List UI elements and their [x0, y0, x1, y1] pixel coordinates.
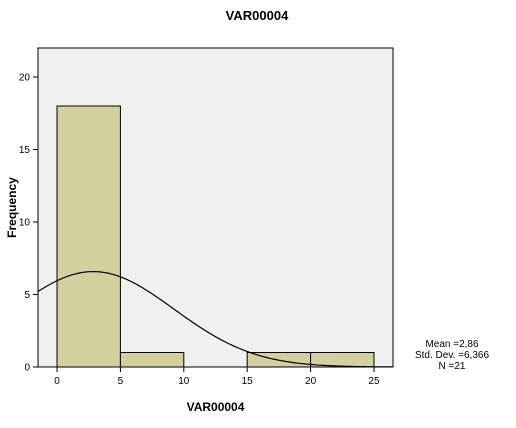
- histogram-bar-20-25: [310, 352, 375, 368]
- normal-curve: [37, 270, 393, 368]
- x-tick-label-25: 25: [368, 376, 380, 387]
- x-axis: 0 5 10 15 20 25: [54, 367, 380, 387]
- y-tick-label-10: 10: [19, 218, 31, 229]
- x-tick-label-20: 20: [305, 376, 317, 387]
- y-tick-label-20: 20: [19, 73, 31, 84]
- x-tick-label-0: 0: [54, 376, 60, 387]
- stats-mean: Mean =2,86: [425, 339, 479, 350]
- stats-box: Mean =2,86 Std. Dev. =6,366 N =21: [415, 339, 489, 372]
- y-tick-label-5: 5: [24, 290, 30, 301]
- x-tick-label-15: 15: [242, 376, 254, 387]
- stats-n: N =21: [439, 361, 466, 372]
- bars-group: [56, 105, 375, 368]
- y-tick-label-0: 0: [24, 363, 30, 374]
- x-tick-label-10: 10: [178, 376, 190, 387]
- y-tick-label-15: 15: [19, 145, 31, 156]
- y-axis: 0 5 10 15 20: [19, 73, 38, 374]
- histogram-bar-5-10: [119, 352, 185, 368]
- x-axis-title: VAR00004: [187, 400, 245, 414]
- stats-std-dev: Std. Dev. =6,366: [415, 350, 489, 361]
- chart-title: VAR00004: [226, 8, 289, 23]
- histogram-bar-0-5: [56, 105, 121, 368]
- y-axis-title: Frequency: [5, 177, 19, 238]
- x-tick-label-5: 5: [118, 376, 124, 387]
